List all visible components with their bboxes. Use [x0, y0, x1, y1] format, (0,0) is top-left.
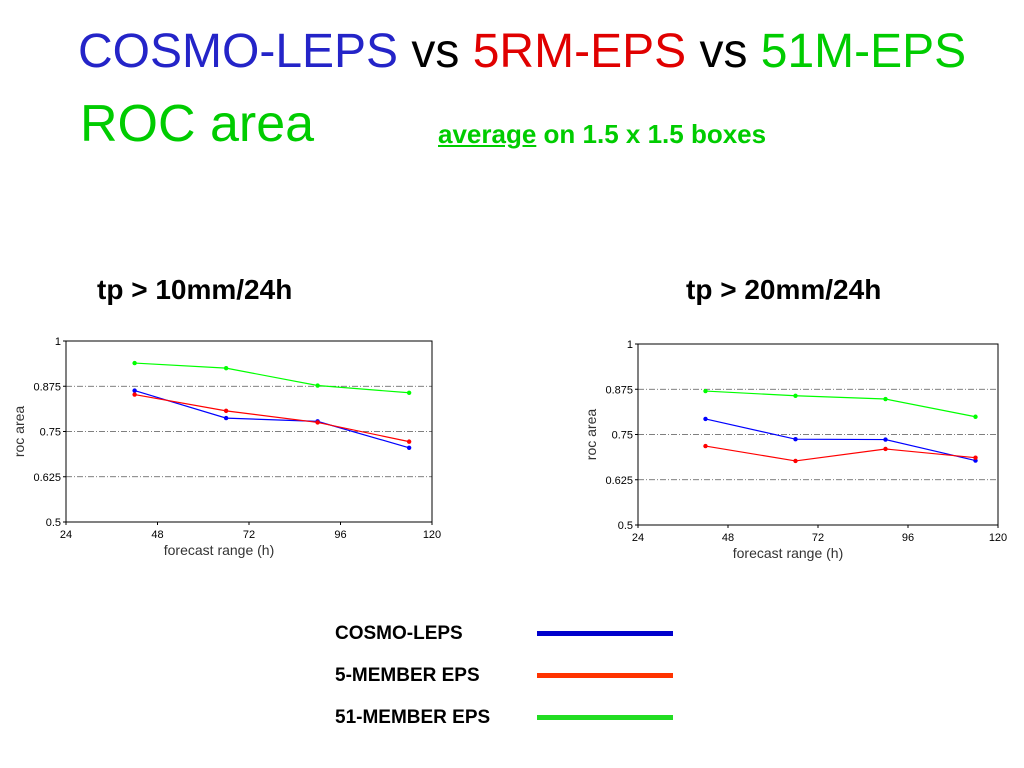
x-tick-label: 120 — [989, 532, 1007, 544]
x-tick-label: 48 — [722, 532, 734, 544]
legend-label: COSMO-LEPS — [335, 623, 463, 644]
chart-2-title: tp > 20mm/24h — [686, 274, 882, 305]
chart-tp-10mm: 0.5 0.625 0.75 0.875 1 24 48 72 96 120 forecast ra… — [11, 336, 441, 558]
legend-item-51-member-eps: 51-MEMBER EPS — [335, 703, 695, 733]
x-tick-label: 24 — [632, 532, 644, 544]
x-tick-label: 120 — [423, 529, 441, 541]
slide-subtitle: average on 1.5 x 1.5 boxes — [438, 116, 766, 152]
legend-label: 51-MEMBER EPS — [335, 707, 491, 728]
x-tick-label: 96 — [902, 532, 914, 544]
legend-swatch — [537, 631, 673, 636]
slide-title: COSMO-LEPS vs 5RM-EPS vs 51M-EPS — [78, 22, 966, 82]
data-point — [406, 390, 412, 395]
series-line-51-member-eps — [134, 362, 410, 394]
x-tick-label: 72 — [243, 529, 255, 541]
y-axis-label: roc area — [583, 409, 599, 461]
x-tick-label: 24 — [60, 529, 72, 541]
y-tick-label: 0.75 — [40, 427, 61, 439]
data-point — [406, 439, 412, 444]
series-line-cosmo-leps — [705, 418, 976, 462]
data-point — [223, 415, 229, 421]
legend-swatch — [537, 673, 673, 678]
data-point — [883, 446, 888, 452]
data-point — [793, 437, 798, 442]
y-tick-label: 0.75 — [612, 430, 633, 442]
series-line-51-member-eps — [705, 390, 976, 418]
x-axis-label: forecast range (h) — [733, 545, 844, 561]
title-cosmo-leps: COSMO-LEPS — [78, 25, 399, 78]
data-point — [883, 396, 888, 402]
series-line-5-member-eps — [134, 393, 410, 443]
data-point — [132, 360, 137, 366]
y-tick-label: 0.625 — [33, 472, 61, 484]
data-point — [793, 458, 798, 464]
x-tick-label: 96 — [334, 529, 346, 541]
data-point — [703, 388, 708, 394]
x-tick-label: 48 — [151, 529, 163, 541]
data-point — [703, 443, 708, 449]
data-point — [315, 420, 320, 425]
series-line-5-member-eps — [705, 445, 976, 462]
data-point — [223, 408, 229, 414]
x-tick-label: 72 — [812, 532, 824, 544]
legend-item-cosmo-leps: COSMO-LEPS — [335, 619, 695, 649]
y-tick-label: 1 — [627, 339, 633, 351]
y-tick-label: 0.5 — [618, 520, 633, 532]
data-point — [132, 392, 137, 397]
legend-swatch — [537, 715, 673, 720]
data-point — [406, 445, 412, 450]
legend-item-5-member-eps: 5-MEMBER EPS — [335, 661, 695, 691]
y-tick-label: 1 — [55, 336, 61, 348]
chart-1-title: tp > 10mm/24h — [97, 274, 293, 305]
data-point — [883, 437, 888, 442]
data-point — [703, 416, 708, 422]
title-vs-2: vs — [686, 25, 761, 78]
subtitle-rest: on 1.5 x 1.5 boxes — [536, 119, 767, 149]
data-point — [315, 383, 320, 388]
legend-label: 5-MEMBER EPS — [335, 665, 480, 686]
data-point — [793, 393, 798, 398]
data-point — [132, 388, 137, 393]
title-vs-1: vs — [398, 25, 473, 78]
y-tick-label: 0.625 — [605, 475, 633, 487]
chart-tp-20mm: 0.5 0.625 0.75 0.875 1 24 48 72 96 120 forecast ra… — [583, 339, 1007, 561]
x-axis-label: forecast range (h) — [164, 542, 275, 558]
y-tick-label: 0.5 — [46, 517, 61, 529]
data-point — [223, 365, 229, 371]
y-tick-label: 0.875 — [33, 381, 61, 393]
data-point — [973, 414, 978, 419]
subtitle-average: average — [438, 119, 537, 149]
title-51m-eps: 51M-EPS — [760, 25, 967, 78]
data-point — [973, 455, 978, 460]
series-line-cosmo-leps — [134, 390, 410, 449]
title-5rm-eps: 5RM-EPS — [472, 25, 687, 78]
slide-title-roc-area: ROC area — [80, 95, 315, 153]
y-axis-label: roc area — [11, 406, 27, 458]
y-tick-label: 0.875 — [605, 384, 633, 396]
